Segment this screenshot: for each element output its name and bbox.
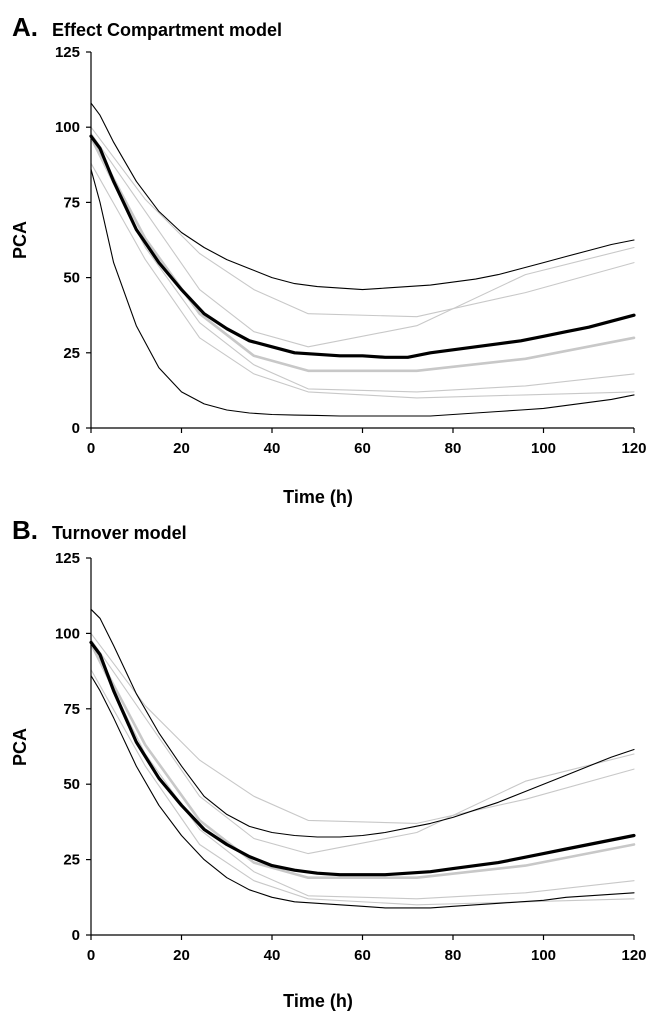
panel-b-x-tick-label-80: 80 [445, 947, 462, 964]
panel-b-y-tick-label-50: 50 [63, 776, 80, 793]
panel-a-series-7-line [89, 134, 636, 359]
panel-a: A. Effect Compartment model Time (h) PCA… [10, 12, 647, 507]
panel-b-x-axis-title: Time (h) [283, 991, 353, 1011]
panel-b-series-6-line [90, 608, 635, 838]
panel-a-y-tick-label-100: 100 [55, 119, 80, 136]
panel-b-y-tick-label-0: 0 [72, 927, 80, 944]
panel-a-letter: A. [12, 12, 38, 42]
panel-a-series-2-line [90, 132, 635, 348]
panel-b-y-axis-title: PCA [10, 728, 30, 766]
panel-a-y-tick-label-25: 25 [63, 345, 80, 362]
panel-b-x-tick-label-0: 0 [87, 947, 95, 964]
panel-a-y-tick-label-0: 0 [72, 420, 80, 437]
panel-b-letter: B. [12, 515, 38, 545]
panel-b-y-tick-label-75: 75 [63, 701, 80, 718]
panel-a-y-tick-label-50: 50 [63, 270, 80, 287]
panel-b-series-1-line [90, 632, 635, 824]
panel-a-x-tick-label-0: 0 [87, 440, 95, 457]
panel-a-series-3-line [89, 134, 636, 373]
panel-a-x-tick-label-60: 60 [354, 440, 371, 457]
panel-b-series-3-line [89, 641, 636, 880]
panel-b-series-8-line [90, 675, 635, 909]
panel-b-series-2-line [90, 638, 635, 855]
panel-a-series-8-line [90, 168, 635, 417]
panel-b-series-5-line [90, 669, 635, 906]
panel-a-x-axis-title: Time (h) [283, 487, 353, 507]
panel-a-x-tick-label-40: 40 [264, 440, 281, 457]
panel-a-x-tick-label-20: 20 [173, 440, 190, 457]
panel-b-x-tick-label-100: 100 [531, 947, 556, 964]
panel-b-x-tick-label-120: 120 [621, 947, 646, 964]
panel-a-y-tick-label-125: 125 [55, 44, 80, 61]
panel-b-series-7-line [89, 640, 636, 877]
panel-a-series-1-line [90, 126, 635, 318]
panel-a-series-5-line [90, 162, 635, 399]
panel-b-title: Turnover model [52, 523, 187, 543]
panel-b-y-tick-label-125: 125 [55, 550, 80, 567]
panel-b-y-tick-label-100: 100 [55, 625, 80, 642]
panel-a-x-tick-label-80: 80 [445, 440, 462, 457]
panel-a-y-tick-label-75: 75 [63, 194, 80, 211]
panel-b: B. Turnover model Time (h) PCA 0 25 50 75 10… [10, 515, 647, 1011]
panel-b-x-tick-label-20: 20 [173, 947, 190, 964]
panel-a-x-tick-label-100: 100 [531, 440, 556, 457]
panel-b-x-tick-label-40: 40 [264, 947, 281, 964]
panel-a-x-tick-label-120: 120 [621, 440, 646, 457]
panel-b-y-tick-label-25: 25 [63, 852, 80, 869]
panel-a-title: Effect Compartment model [52, 20, 282, 40]
panel-a-y-axis-title: PCA [10, 221, 30, 259]
panel-b-x-tick-label-60: 60 [354, 947, 371, 964]
panel-a-series-6-line [90, 102, 635, 291]
